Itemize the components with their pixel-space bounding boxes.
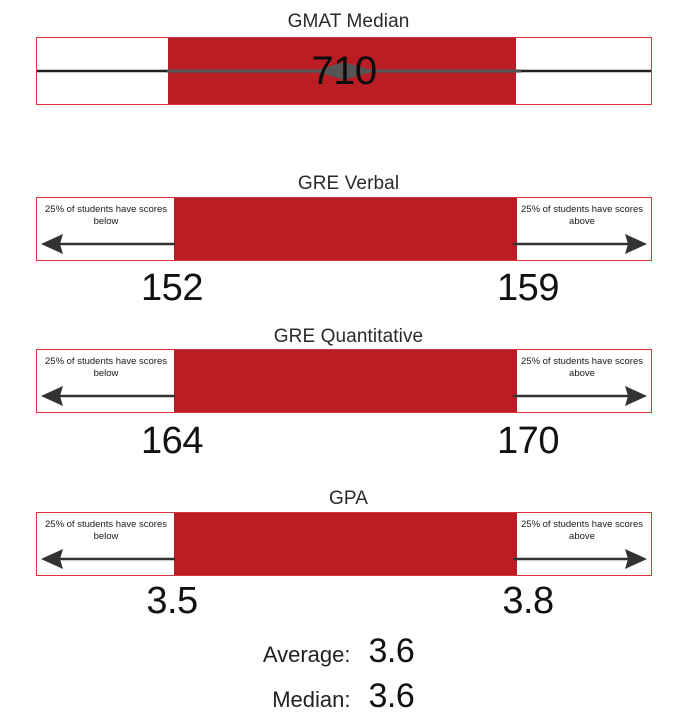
section-title-gmat: GMAT Median <box>287 11 410 32</box>
caption-below-gre-quantitative: 25% of students have scores below <box>45 356 167 379</box>
section-title-gpa: GPA <box>328 488 368 509</box>
quartile-high-gre-quantitative: 170 <box>497 420 559 462</box>
bar-gpa: 25% of students have scores below 25% of… <box>36 512 652 576</box>
whisker-right-gre-verbal <box>513 234 647 254</box>
summary-value-median: 3.6 <box>368 677 415 715</box>
whisker-left-gre-quantitative <box>41 386 175 406</box>
summary-label-average: Average: <box>262 642 351 667</box>
whisker-left-gpa <box>41 549 175 569</box>
summary-row-median: Median: 3.6 <box>0 678 697 714</box>
section-title-gre-verbal: GRE Verbal <box>297 173 400 194</box>
summary-row-average: Average: 3.6 <box>0 633 697 669</box>
bar-gmat: 710 <box>36 37 652 105</box>
quartile-high-gpa: 3.8 <box>502 580 554 622</box>
whisker-right-gre-quantitative <box>513 386 647 406</box>
caption-below-gpa: 25% of students have scores below <box>45 519 167 542</box>
section-title-gre-quantitative: GRE Quantitative <box>273 326 424 347</box>
bar-fill-gpa <box>174 513 517 575</box>
bar-gre-quantitative: 25% of students have scores below 25% of… <box>36 349 652 413</box>
caption-above-gre-quantitative: 25% of students have scores above <box>521 356 643 379</box>
bar-fill-gre-quantitative <box>174 350 517 412</box>
quartile-low-gre-quantitative: 164 <box>141 420 203 462</box>
summary-label-median: Median: <box>272 687 351 712</box>
caption-below-gre-verbal: 25% of students have scores below <box>45 204 167 227</box>
quartile-high-gre-verbal: 159 <box>497 267 559 309</box>
bar-fill-gre-verbal <box>174 198 517 260</box>
quartile-low-gre-verbal: 152 <box>141 267 203 309</box>
summary-value-average: 3.6 <box>368 632 415 670</box>
quartile-low-gpa: 3.5 <box>146 580 198 622</box>
whisker-right-gmat <box>313 61 651 81</box>
bar-gre-verbal: 25% of students have scores below 25% of… <box>36 197 652 261</box>
caption-above-gre-verbal: 25% of students have scores above <box>521 204 643 227</box>
caption-above-gpa: 25% of students have scores above <box>521 519 643 542</box>
whisker-right-gpa <box>513 549 647 569</box>
whisker-left-gre-verbal <box>41 234 175 254</box>
